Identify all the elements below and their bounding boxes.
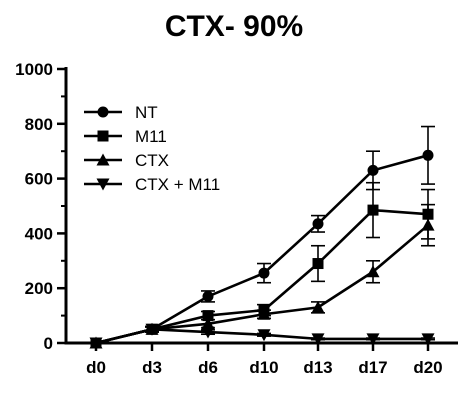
- y-tick-label: 1000: [15, 60, 53, 79]
- series-layer: [89, 125, 435, 350]
- legend-label: CTX + M11: [135, 175, 220, 194]
- legend-label: M11: [135, 127, 167, 146]
- x-tick-label: d0: [86, 358, 106, 377]
- x-tick-label: d17: [358, 358, 387, 377]
- series-ctx-m11: [89, 323, 435, 350]
- data-point: [201, 326, 215, 339]
- legend-marker: [96, 153, 110, 166]
- data-point: [312, 258, 324, 270]
- y-tick-label: 200: [25, 279, 53, 298]
- data-point: [312, 218, 324, 230]
- data-point: [366, 333, 380, 346]
- data-point: [201, 317, 215, 330]
- legend: NT M11 CTX CTX + M11: [84, 103, 220, 194]
- x-tick-label: d20: [413, 358, 442, 377]
- chart-title: CTX- 90%: [164, 10, 304, 43]
- y-tick-label: 600: [25, 170, 53, 189]
- legend-item-nt: NT: [84, 103, 158, 122]
- data-point: [202, 310, 214, 322]
- y-tick-label: 0: [44, 334, 53, 353]
- legend-marker: [96, 178, 110, 191]
- legend-item-ctx: CTX: [84, 151, 169, 170]
- data-point: [367, 204, 379, 216]
- data-point: [202, 290, 214, 302]
- x-tick-label: d10: [249, 358, 278, 377]
- series-m11: [90, 181, 435, 349]
- x-tick-label: d6: [198, 358, 218, 377]
- legend-marker: [97, 106, 109, 118]
- y-tick-label: 400: [25, 224, 53, 243]
- data-point: [421, 333, 435, 346]
- data-point: [421, 218, 435, 231]
- legend-marker: [97, 130, 109, 142]
- legend-label: CTX: [135, 151, 169, 170]
- legend-item-m11: M11: [84, 127, 167, 146]
- legend-label: NT: [135, 103, 158, 122]
- legend-item-ctx-m11: CTX + M11: [84, 175, 220, 194]
- data-point: [89, 337, 103, 350]
- y-tick-label: 800: [25, 115, 53, 134]
- data-point: [367, 164, 379, 176]
- x-tick-label: d13: [303, 358, 332, 377]
- axes: 0 200 400 600 800 1000 d0 d3 d6 d10 d13 d17 d20: [15, 60, 458, 377]
- data-point: [311, 300, 325, 313]
- data-point: [422, 149, 434, 161]
- data-point: [257, 329, 271, 342]
- data-point: [311, 333, 325, 346]
- data-point: [366, 265, 380, 278]
- series-line: [95, 224, 429, 345]
- data-point: [145, 323, 159, 336]
- data-point: [257, 307, 271, 320]
- x-tick-label: d3: [142, 358, 162, 377]
- data-point: [258, 267, 270, 279]
